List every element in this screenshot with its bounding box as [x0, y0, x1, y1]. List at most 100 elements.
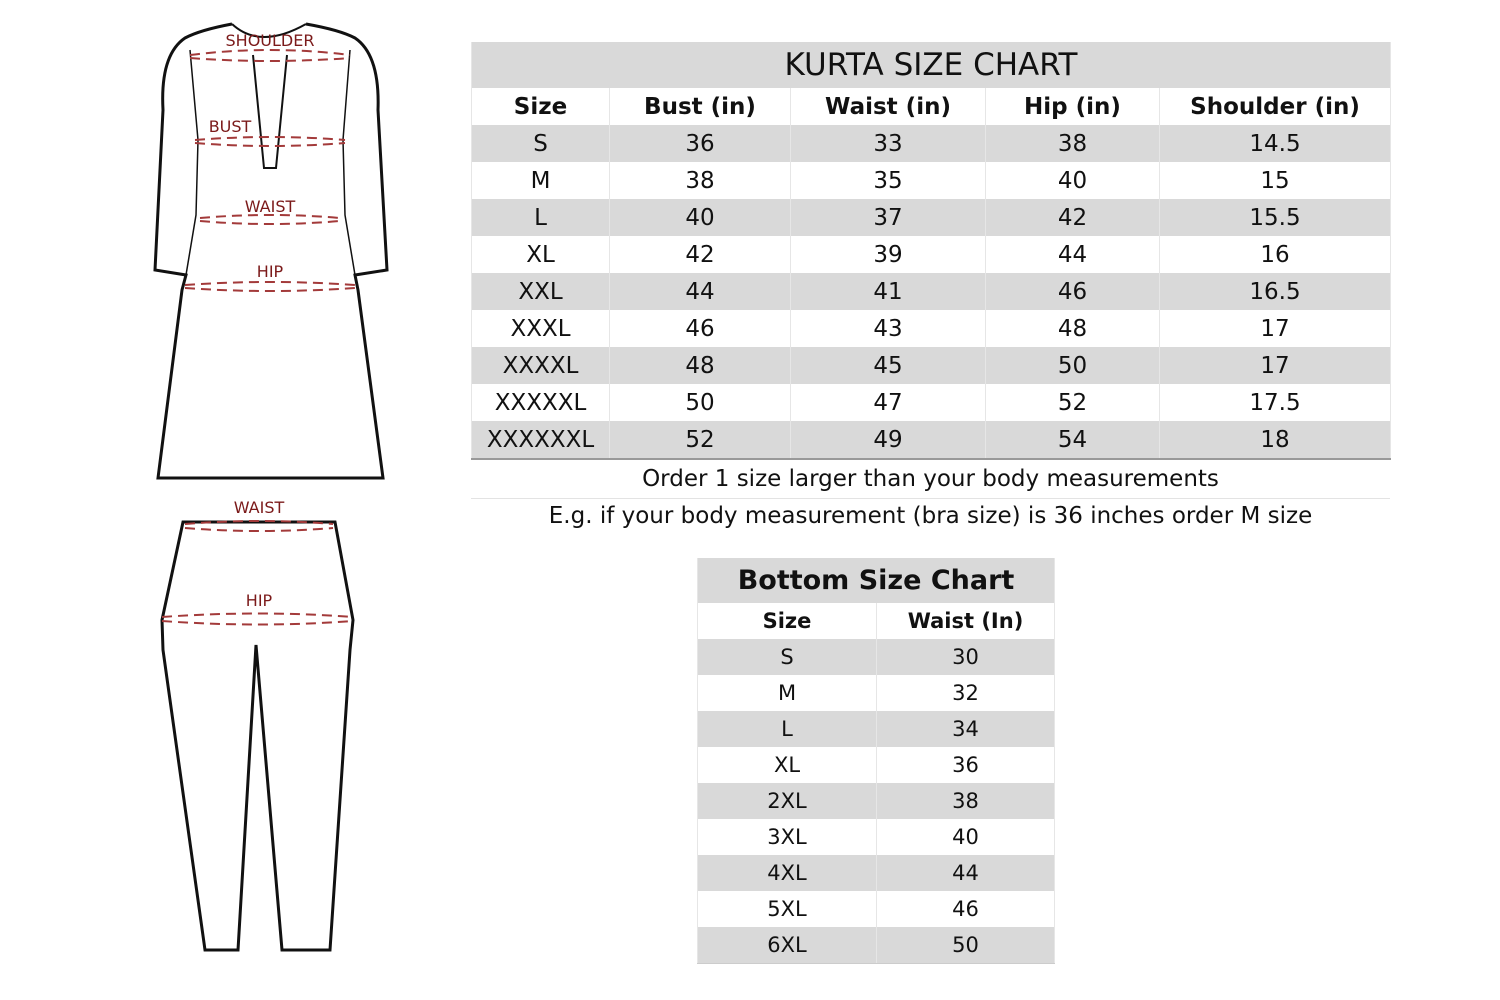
table-cell: 38	[875, 783, 1056, 819]
table-cell: 48	[609, 347, 791, 384]
table-cell: 42	[985, 199, 1160, 236]
table-row: M 32	[697, 675, 1056, 711]
pants-outline	[160, 520, 355, 952]
table-cell: 40	[985, 162, 1160, 199]
column-header: Waist (in)	[790, 88, 986, 125]
bottom-waist-label: WAIST	[234, 498, 285, 517]
table-cell: XXXL	[471, 310, 610, 347]
table-cell: S	[697, 639, 877, 675]
table-row: M 38 35 40 15	[471, 162, 1392, 199]
table-row: XXXXL 48 45 50 17	[471, 347, 1392, 384]
table-row: XL 36	[697, 747, 1056, 783]
table-cell: 46	[875, 891, 1056, 927]
table-cell: 17	[1158, 310, 1392, 347]
hip-label: HIP	[257, 262, 284, 281]
table-cell: 3XL	[697, 819, 877, 855]
table-cell: M	[471, 162, 610, 199]
table-cell: 39	[790, 236, 986, 273]
table-cell: XXXXXL	[471, 384, 610, 421]
table-cell: 6XL	[697, 927, 877, 964]
column-header: Hip (in)	[985, 88, 1160, 125]
table-cell: 52	[609, 421, 791, 460]
table-cell: XXXXL	[471, 347, 610, 384]
column-header: Size	[471, 88, 610, 125]
column-header: Waist (In)	[875, 603, 1056, 639]
table-cell: 41	[790, 273, 986, 310]
table-cell: XXL	[471, 273, 610, 310]
table-row: 3XL 40	[697, 819, 1056, 855]
table-cell: 14.5	[1158, 125, 1392, 162]
table-row: XL 42 39 44 16	[471, 236, 1392, 273]
table-title-row: Bottom Size Chart	[696, 558, 1056, 603]
shoulder-label: SHOULDER	[226, 31, 315, 50]
table-cell: 38	[609, 162, 791, 199]
table-cell: 15.5	[1158, 199, 1392, 236]
table-cell: 40	[875, 819, 1056, 855]
table-cell: 17	[1158, 347, 1392, 384]
table-title: Bottom Size Chart	[696, 558, 1056, 603]
table-cell: 40	[609, 199, 791, 236]
table-cell: L	[471, 199, 610, 236]
header-row: Size Bust (in) Waist (in) Hip (in) Shoulder …	[471, 88, 1392, 125]
table-cell: M	[697, 675, 877, 711]
garment-diagram: SHOULDER BUST WAIST HIP WAIST HIP	[153, 22, 389, 952]
table-cell: 47	[790, 384, 986, 421]
table-cell: 36	[609, 125, 791, 162]
table-cell: 36	[875, 747, 1056, 783]
table-cell: 4XL	[697, 855, 877, 891]
table-row: 4XL 44	[697, 855, 1056, 891]
table-cell: 30	[875, 639, 1056, 675]
table-cell: 37	[790, 199, 986, 236]
table-cell: L	[697, 711, 877, 747]
table-cell: 50	[875, 927, 1056, 964]
table-cell: 16.5	[1158, 273, 1392, 310]
table-row: L 34	[697, 711, 1056, 747]
table-row: 6XL 50	[697, 927, 1056, 964]
kurta-outline	[153, 22, 389, 480]
bottom-hip-label: HIP	[246, 591, 273, 610]
column-header: Bust (in)	[609, 88, 791, 125]
table-cell: 49	[790, 421, 986, 460]
table-row: XXL 44 41 46 16.5	[471, 273, 1392, 310]
table-cell: 45	[790, 347, 986, 384]
bust-label: BUST	[209, 117, 252, 136]
table-row: 2XL 38	[697, 783, 1056, 819]
table-cell: 44	[609, 273, 791, 310]
column-header: Shoulder (in)	[1158, 88, 1392, 125]
table-cell: 44	[985, 236, 1160, 273]
table-cell: S	[471, 125, 610, 162]
table-cell: 43	[790, 310, 986, 347]
table-cell: 18	[1158, 421, 1392, 460]
bottom-size-table: Bottom Size Chart Size Waist (In) S 30 M 32 L 34…	[696, 558, 1056, 964]
table-cell: 46	[609, 310, 791, 347]
table-cell: XL	[471, 236, 610, 273]
waist-label: WAIST	[245, 197, 296, 216]
table-cell: 34	[875, 711, 1056, 747]
table-cell: 16	[1158, 236, 1392, 273]
table-cell: 33	[790, 125, 986, 162]
table-row: S 30	[697, 639, 1056, 675]
table-row: S 36 33 38 14.5	[471, 125, 1392, 162]
table-cell: XXXXXXL	[471, 421, 610, 460]
divider	[471, 498, 1390, 499]
header-row: Size Waist (In)	[697, 603, 1056, 639]
kurta-measure-lines	[184, 49, 356, 292]
table-cell: 42	[609, 236, 791, 273]
pants-measure-lines	[161, 520, 354, 626]
table-cell: 5XL	[697, 891, 877, 927]
table-cell: 15	[1158, 162, 1392, 199]
table-cell: 48	[985, 310, 1160, 347]
table-row: XXXXXL 50 47 52 17.5	[471, 384, 1392, 421]
table-row: 5XL 46	[697, 891, 1056, 927]
table-cell: 32	[875, 675, 1056, 711]
note-example: E.g. if your body measurement (bra size)…	[548, 503, 1313, 529]
kurta-size-table: KURTA SIZE CHART Size Bust (in) Waist (in) H…	[470, 42, 1392, 460]
table-title: KURTA SIZE CHART	[470, 42, 1392, 88]
table-cell: 35	[790, 162, 986, 199]
table-cell: 50	[609, 384, 791, 421]
table-title-row: KURTA SIZE CHART	[470, 42, 1392, 88]
table-cell: 2XL	[697, 783, 877, 819]
table-cell: 50	[985, 347, 1160, 384]
table-cell: 54	[985, 421, 1160, 460]
table-row: XXXL 46 43 48 17	[471, 310, 1392, 347]
